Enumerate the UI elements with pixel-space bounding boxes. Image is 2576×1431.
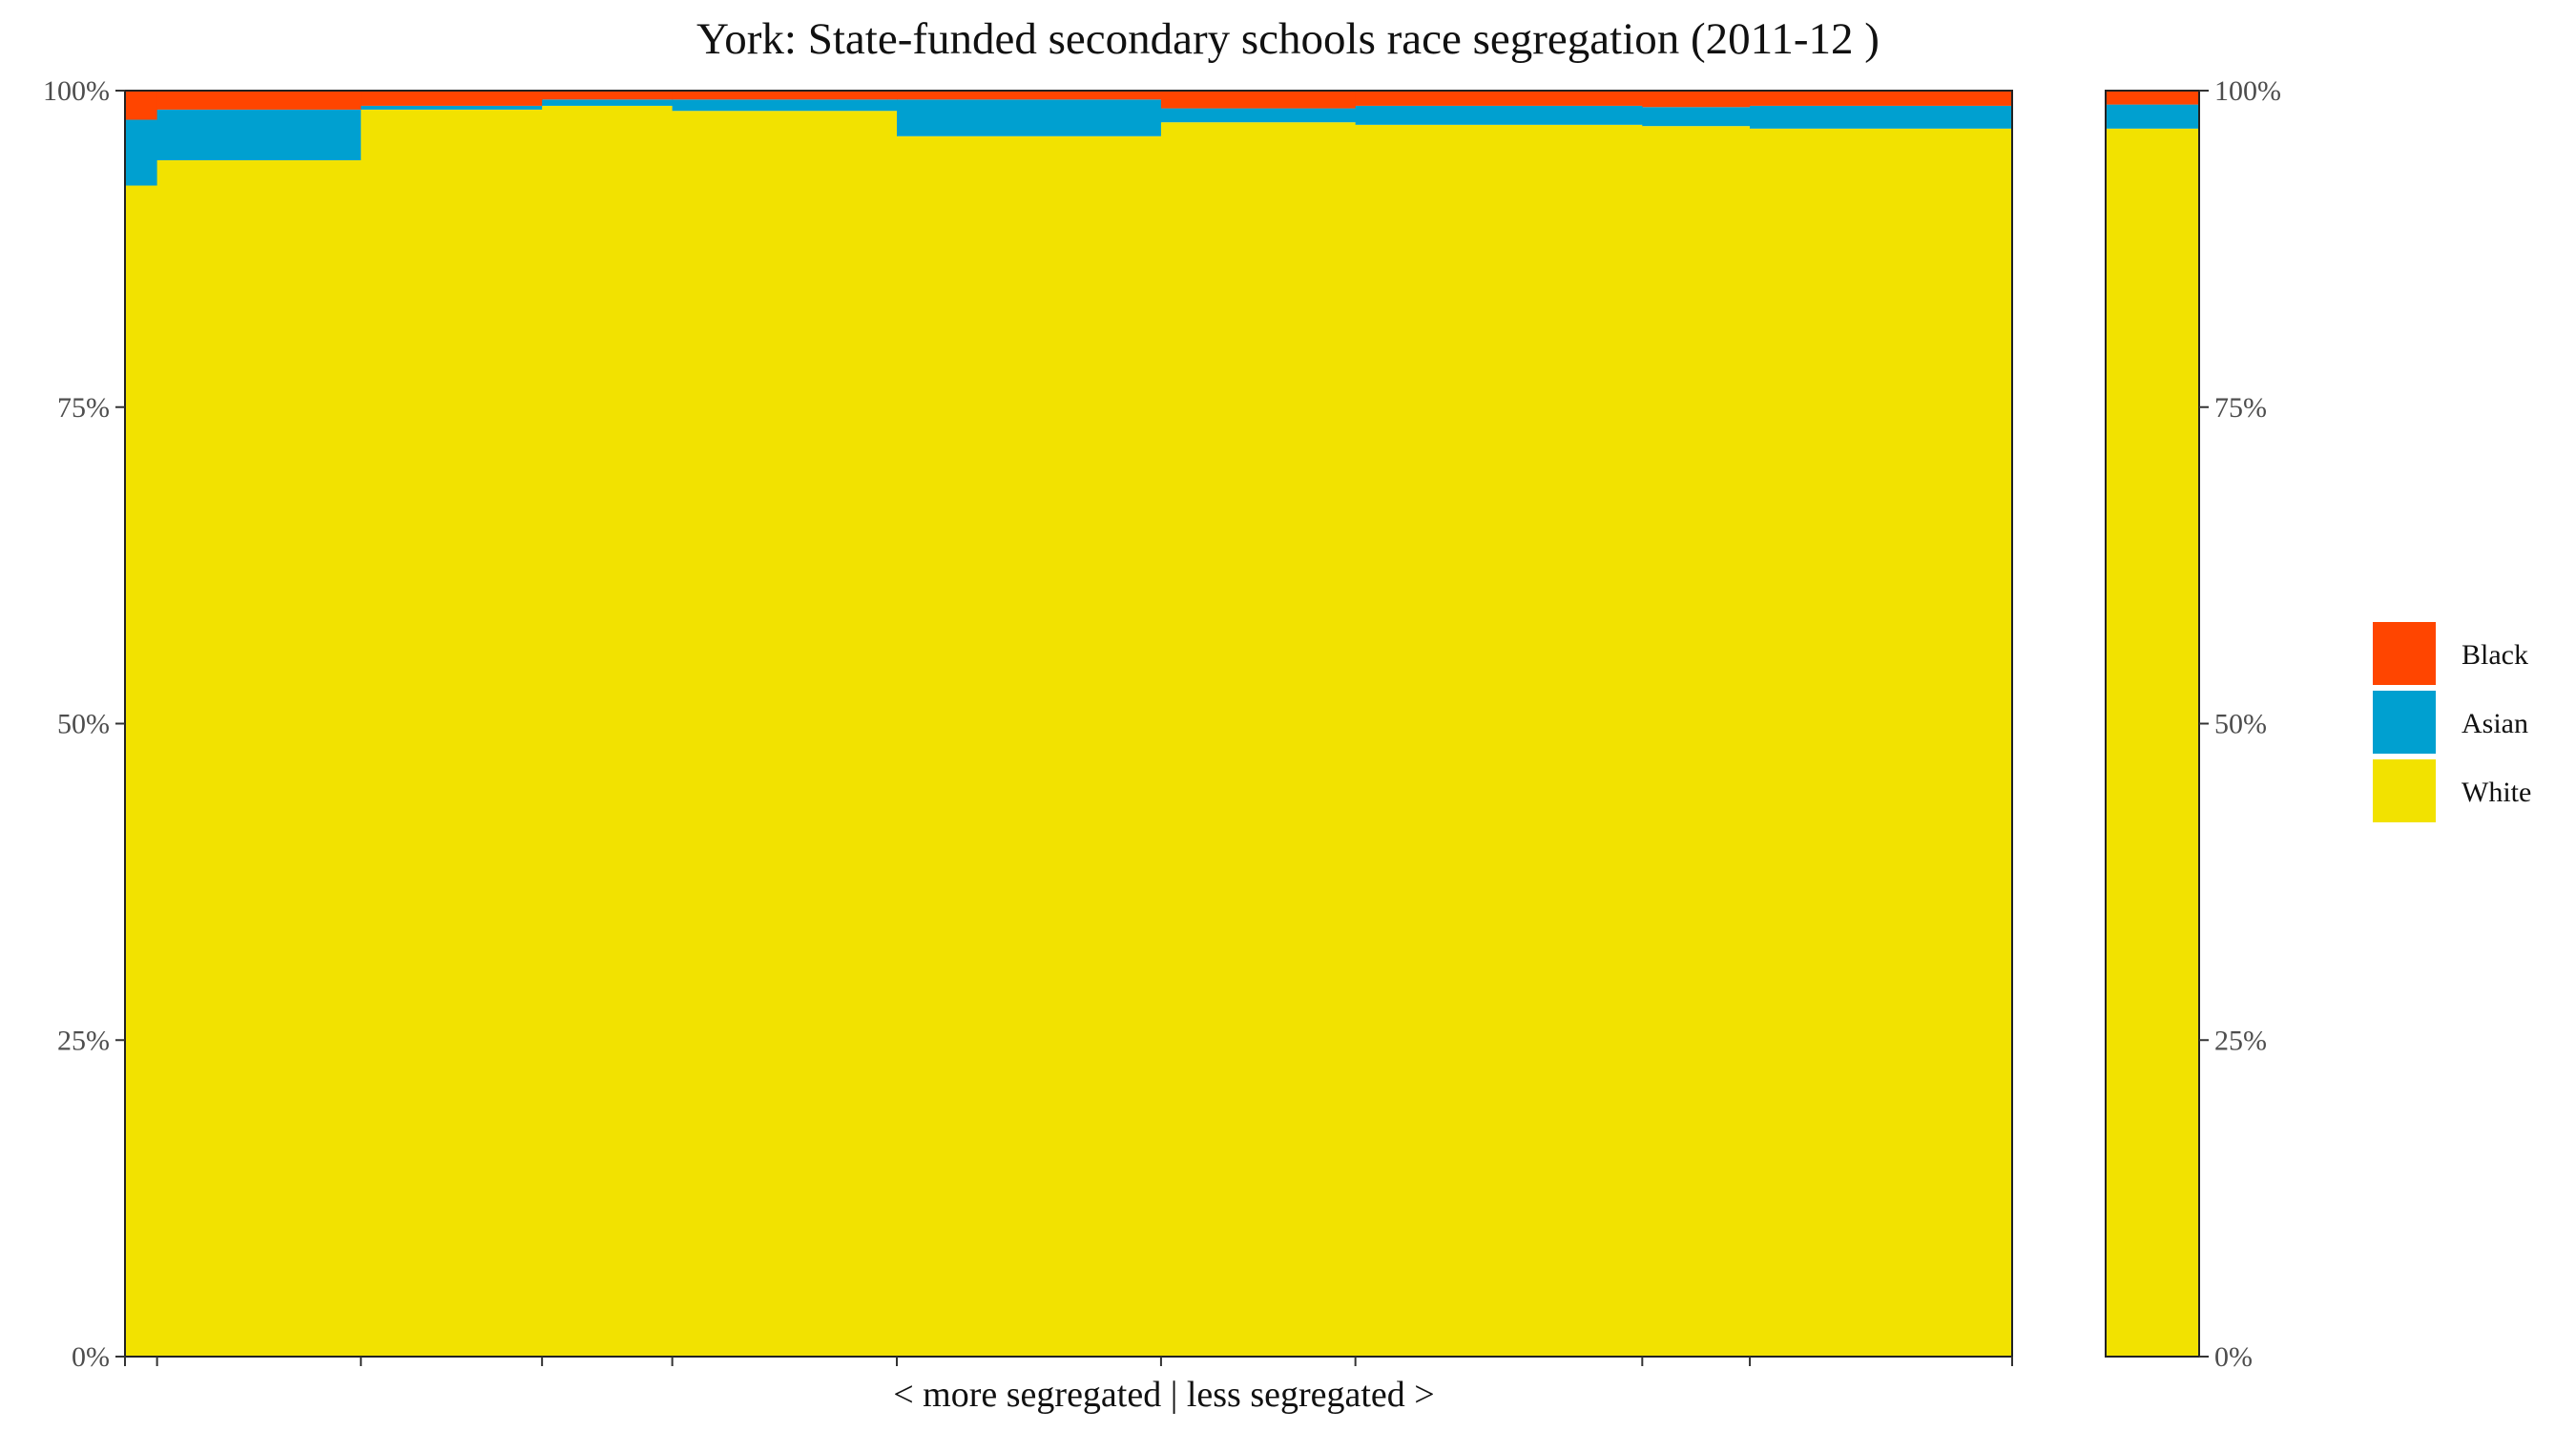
bar-segment-black-10 [1750, 91, 2013, 106]
bar-segment-black-2 [156, 91, 362, 110]
bar-segment-white-5 [672, 111, 898, 1357]
bar-segment-asian-9 [1642, 107, 1751, 127]
legend-label-black: Black [2462, 639, 2528, 671]
bar-segment-white-10 [1750, 128, 2013, 1357]
left-y-tick-label: 50% [57, 709, 110, 740]
bar-segment-black-8 [1355, 91, 1643, 106]
bar-segment-asian-4 [542, 99, 674, 106]
bar-segment-black-1 [125, 91, 158, 120]
overall-segment-asian [2106, 104, 2199, 129]
legend-label-white: White [2462, 777, 2531, 808]
right-y-tick-label: 75% [2214, 392, 2267, 424]
overall-bars-group [2106, 91, 2199, 1357]
overall-segment-white [2106, 128, 2199, 1357]
bar-segment-white-1 [125, 185, 158, 1357]
legend-swatch-black [2373, 622, 2436, 685]
bar-segment-asian-2 [156, 109, 362, 160]
legend: Black Asian White [2373, 622, 2531, 822]
bar-segment-white-6 [897, 135, 1162, 1358]
right-y-axis: 0% 25% 50% 75% 100% [2199, 75, 2281, 1373]
bar-segment-white-9 [1642, 126, 1751, 1357]
bar-segment-asian-5 [672, 99, 898, 112]
legend-swatch-asian [2373, 691, 2436, 754]
left-y-tick-label: 75% [57, 392, 110, 424]
left-y-tick-label: 0% [72, 1341, 110, 1373]
x-axis-label: < more segregated | less segregated > [893, 1375, 1434, 1415]
right-y-tick-label: 0% [2214, 1341, 2253, 1373]
overall-segment-black [2106, 91, 2199, 105]
bar-segment-asian-6 [897, 99, 1162, 136]
left-y-tick-label: 25% [57, 1025, 110, 1056]
right-y-tick-label: 25% [2214, 1025, 2267, 1056]
bar-segment-white-8 [1355, 124, 1643, 1358]
legend-swatch-white [2373, 759, 2436, 822]
bar-segment-asian-1 [125, 119, 158, 186]
chart-title: York: State-funded secondary schools rac… [696, 14, 1880, 64]
bar-segment-white-7 [1160, 122, 1357, 1357]
bar-segment-black-5 [672, 91, 898, 100]
bar-segment-white-3 [361, 109, 543, 1357]
left-y-axis: 0% 25% 50% 75% 100% [43, 75, 125, 1373]
bar-segment-asian-8 [1355, 105, 1643, 125]
bar-segment-black-4 [542, 91, 674, 100]
legend-label-asian: Asian [2462, 708, 2528, 739]
x-axis-ticks [124, 1357, 2013, 1366]
bar-segment-white-4 [542, 105, 674, 1358]
bar-segment-asian-7 [1160, 108, 1357, 123]
right-y-tick-label: 100% [2214, 75, 2281, 107]
main-bars-group [125, 91, 2013, 1358]
bar-segment-asian-10 [1750, 105, 2013, 129]
right-y-tick-label: 50% [2214, 709, 2267, 740]
bar-segment-black-7 [1160, 91, 1357, 109]
bar-segment-asian-3 [361, 105, 543, 110]
bar-segment-black-6 [897, 91, 1162, 100]
bar-segment-black-9 [1642, 91, 1751, 108]
bar-segment-white-2 [156, 159, 362, 1358]
left-y-tick-label: 100% [43, 75, 110, 107]
bar-segment-black-3 [361, 91, 543, 106]
